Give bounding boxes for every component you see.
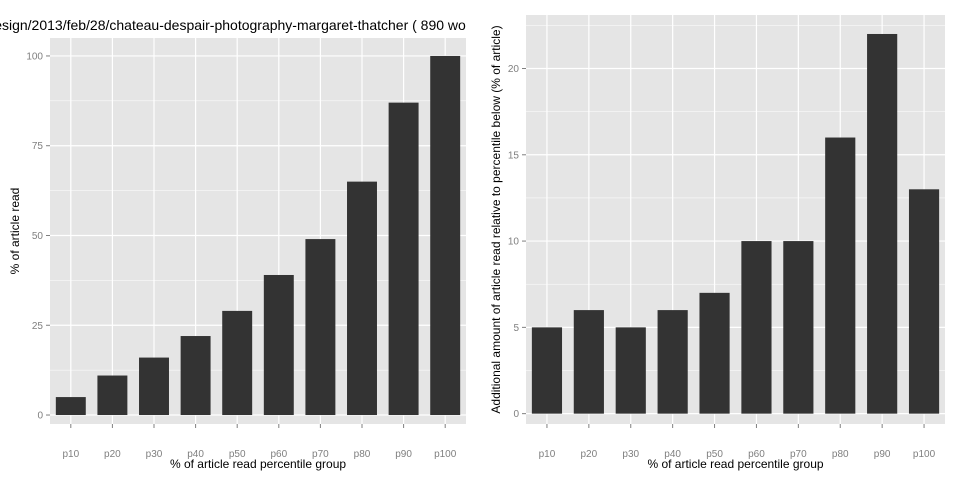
bar-p90 [388,102,419,416]
x-tick-label: p10 [62,449,79,460]
x-tick-label: p70 [790,449,807,460]
bar-p70 [305,239,336,416]
x-tick-label: p90 [395,449,412,460]
y-tick-label: 50 [32,231,44,242]
y-tick-label: 25 [32,321,44,332]
bar-p100 [430,55,461,416]
bar-p80 [825,137,856,414]
bar-p50 [699,292,730,414]
y-tick-label: 0 [513,409,519,420]
y-axis-label: Additional amount of article read relati… [489,25,503,413]
x-tick-label: p100 [434,449,457,460]
bar-p90 [867,33,898,414]
y-tick-label: 20 [508,64,520,75]
x-tick-label: p10 [539,449,556,460]
chart-title: esign/2013/feb/28/chateau-despair-photog… [0,17,466,33]
bar-p30 [139,357,169,416]
bar-p50 [222,310,253,416]
x-tick-label: p50 [229,449,246,460]
x-axis-label: % of article read percentile group [647,457,823,471]
bar-p30 [615,327,646,414]
y-tick-label: 100 [26,51,43,62]
x-tick-label: p100 [913,449,936,460]
x-tick-label: p40 [664,449,681,460]
y-tick-label: 0 [37,411,43,422]
x-axis-label: % of article read percentile group [170,457,346,471]
y-tick-label: 75 [32,141,44,152]
bar-p60 [741,241,772,414]
bar-p40 [180,336,211,416]
y-axis-label: % of article read [8,188,22,275]
x-tick-label: p30 [146,449,163,460]
x-tick-label: p50 [706,449,723,460]
bar-p10 [55,397,86,416]
chart-panel-1: 0 25 50 75 100 p10 p20 p30 p40 p50 p60 p70 p80 p90 p10… [8,38,466,471]
x-tick-label: p80 [832,449,849,460]
y-tick-label: 10 [508,237,520,248]
x-tick-label: p20 [581,449,598,460]
chart-panel-2: 0 5 10 15 20 p10 p20 p30 p40 p50 p60 p70 p80 p90 p100%… [489,15,945,471]
x-tick-label: p70 [312,449,329,460]
x-tick-label: p80 [354,449,371,460]
bar-p10 [531,327,563,414]
y-tick-label: 15 [508,150,520,161]
x-tick-label: p90 [874,449,891,460]
bar-p70 [783,241,814,414]
bar-p80 [347,181,377,416]
x-tick-label: p30 [622,449,639,460]
bar-p40 [657,310,688,414]
x-tick-label: p60 [748,449,765,460]
x-tick-label: p40 [187,449,204,460]
y-tick-label: 5 [513,323,519,334]
x-tick-label: p20 [104,449,121,460]
bar-p100 [908,189,940,414]
x-tick-label: p60 [270,449,287,460]
bar-p20 [573,310,604,414]
bar-p20 [97,375,128,416]
bar-p60 [263,274,294,416]
